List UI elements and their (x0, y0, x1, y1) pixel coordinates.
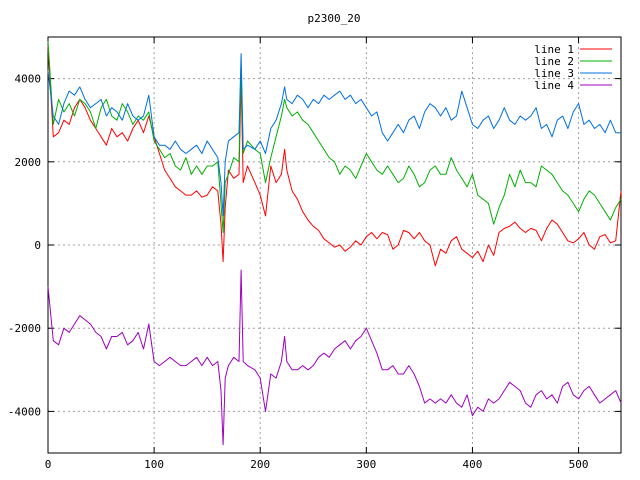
series-line-2 (47, 41, 622, 233)
x-tick-label: 200 (250, 458, 270, 471)
legend-label-1: line 1 (534, 43, 574, 56)
axis-ticks: 0 100 200 300 400 500 -4000 -2000 0 2000 4000 (8, 37, 621, 471)
x-tick-label: 400 (463, 458, 483, 471)
chart-title: p2300_20 (308, 12, 361, 25)
legend-label-3: line 3 (534, 67, 574, 80)
y-tick-label: 0 (34, 239, 41, 252)
series-group (47, 41, 622, 446)
y-tick-label: -2000 (8, 322, 41, 335)
x-tick-label: 0 (45, 458, 52, 471)
legend-label-4: line 4 (534, 79, 574, 92)
y-tick-label: 4000 (15, 73, 42, 86)
grid (48, 37, 621, 453)
legend-label-2: line 2 (534, 55, 574, 68)
y-tick-label: 2000 (15, 156, 42, 169)
y-tick-label: -4000 (8, 405, 41, 418)
series-line-3 (47, 53, 621, 217)
series-line-4 (47, 269, 622, 446)
series-line-1 (47, 45, 622, 267)
x-tick-label: 300 (356, 458, 376, 471)
x-tick-label: 100 (144, 458, 164, 471)
x-tick-label: 500 (569, 458, 589, 471)
